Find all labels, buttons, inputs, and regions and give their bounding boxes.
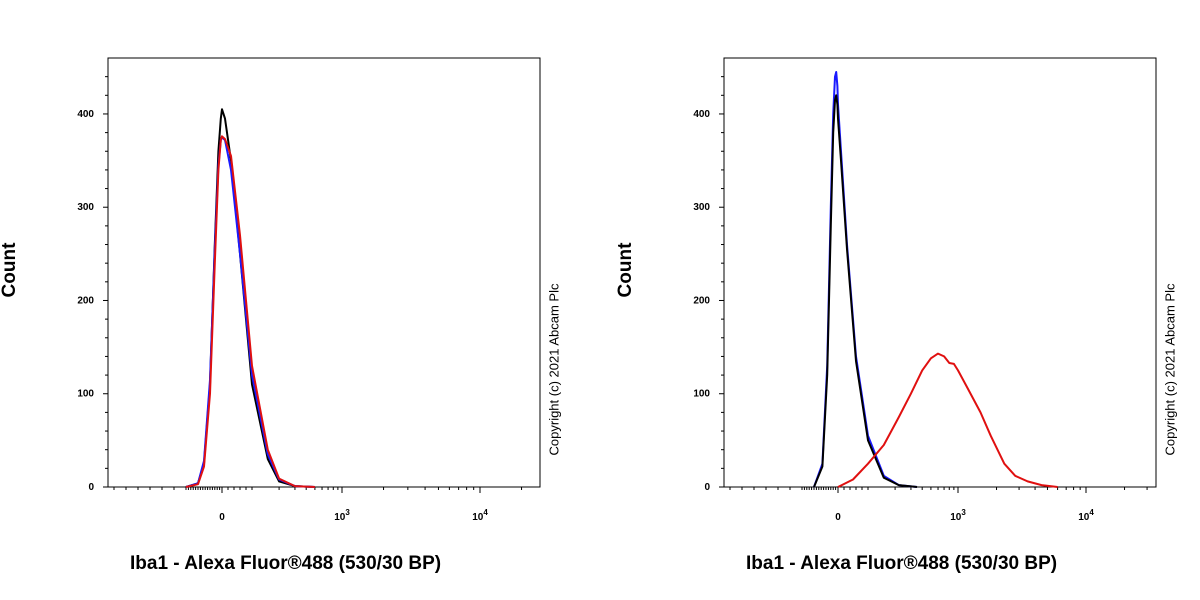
y-axis-label: Count	[615, 242, 636, 298]
histogram-series-line	[185, 136, 315, 488]
x-tick-label: 104	[472, 508, 488, 523]
x-tick-label: 103	[950, 508, 966, 523]
y-tick-label: 300	[77, 202, 94, 213]
plot-frame	[723, 57, 1157, 488]
x-tick-label: 103	[334, 508, 350, 523]
plot-frame	[107, 57, 541, 488]
x-tick-label-exponent: 3	[345, 508, 350, 517]
y-tick-label: 0	[704, 482, 710, 493]
y-tick-label: 200	[693, 295, 710, 306]
y-tick-label: 400	[693, 109, 710, 120]
x-tick-label: 104	[1078, 508, 1094, 523]
histogram-panel-left: 0 100 200 300 400 0 103 104 Count Iba1 - Alexa …	[0, 57, 562, 574]
x-axis-label: Iba1 - Alexa Fluor®488 (530/30 BP)	[130, 553, 442, 574]
histogram-series-line	[185, 135, 315, 488]
x-tick-label-exponent: 4	[1089, 508, 1094, 517]
y-axis-label: Count	[0, 242, 20, 298]
y-tick-label: 300	[693, 202, 710, 213]
histogram-series-line	[813, 94, 918, 488]
x-tick-label-exponent: 3	[961, 508, 966, 517]
histogram-series-line	[837, 352, 1058, 488]
copyright-annotation: Copyright (c) 2021 Abcam Plc	[1162, 283, 1178, 456]
y-tick-label: 200	[77, 295, 94, 306]
y-tick-label: 0	[88, 482, 94, 493]
x-axis-label: Iba1 - Alexa Fluor®488 (530/30 BP)	[746, 553, 1058, 574]
x-tick-label-exponent: 4	[483, 508, 488, 517]
y-tick-label: 400	[77, 109, 94, 120]
x-tick-label: 0	[219, 512, 225, 523]
copyright-annotation: Copyright (c) 2021 Abcam Plc	[546, 283, 562, 456]
y-tick-label: 100	[693, 389, 710, 400]
x-tick-label: 0	[835, 512, 841, 523]
histogram-chart-right: 0 100 200 300 400 0 103 104	[693, 57, 1157, 523]
histogram-chart-left: 0 100 200 300 400 0 103 104	[77, 57, 541, 523]
y-tick-label: 100	[77, 389, 94, 400]
histogram-panel-right: 0 100 200 300 400 0 103 104 Count Iba1 - Alexa …	[600, 0, 1200, 600]
